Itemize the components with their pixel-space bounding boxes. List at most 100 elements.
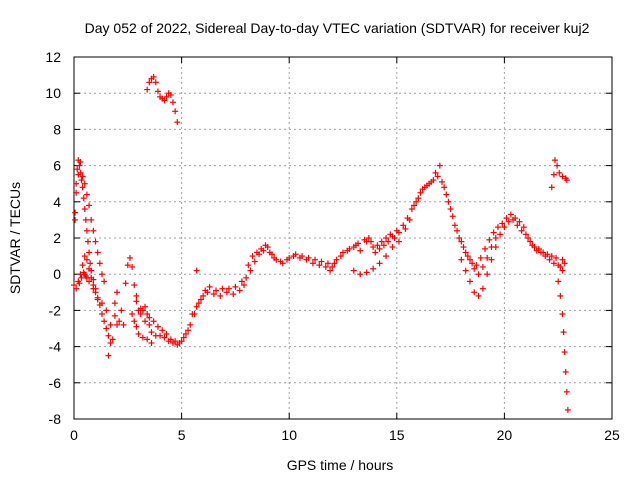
- data-point: [312, 256, 319, 263]
- data-point: [561, 349, 568, 356]
- data-point: [84, 238, 91, 245]
- data-point: [172, 338, 179, 345]
- data-point: [556, 169, 563, 176]
- data-point: [107, 321, 114, 328]
- data-point: [279, 260, 286, 267]
- data-point: [81, 180, 88, 187]
- data-point: [563, 177, 570, 184]
- data-point: [133, 298, 140, 305]
- data-point: [107, 339, 114, 346]
- data-point: [193, 303, 200, 310]
- data-point: [554, 162, 561, 169]
- data-point: [78, 177, 85, 184]
- data-point: [466, 256, 473, 263]
- data-point: [260, 247, 267, 254]
- y-tick-label: 0: [53, 266, 61, 282]
- data-point: [376, 260, 383, 267]
- x-tick-labels: 0 5 10 15 20 25: [70, 427, 620, 443]
- data-point: [560, 329, 567, 336]
- data-point: [238, 278, 245, 285]
- x-tick-label: 0: [70, 427, 78, 443]
- data-point: [559, 311, 566, 318]
- data-point: [154, 323, 161, 330]
- y-tick-label: -2: [49, 302, 62, 318]
- data-point: [79, 262, 86, 269]
- data-point: [223, 289, 230, 296]
- data-point: [501, 224, 508, 231]
- data-point: [331, 260, 338, 267]
- data-point: [516, 218, 523, 225]
- data-point: [322, 263, 329, 270]
- data-point: [126, 254, 133, 261]
- data-point: [445, 198, 452, 205]
- data-point: [187, 321, 194, 328]
- x-tick-label: 15: [389, 427, 405, 443]
- y-tick-label: 4: [53, 194, 61, 210]
- data-point: [122, 280, 129, 287]
- y-tick-label: -8: [49, 411, 62, 427]
- data-point: [73, 189, 80, 196]
- data-point: [105, 352, 112, 359]
- data-points: [71, 73, 571, 413]
- data-point: [357, 271, 364, 278]
- data-point: [305, 254, 312, 261]
- data-point: [137, 311, 144, 318]
- data-point: [333, 256, 340, 263]
- data-point: [494, 224, 501, 231]
- data-point: [82, 273, 89, 280]
- data-point: [176, 339, 183, 346]
- data-point: [464, 253, 471, 260]
- data-point: [393, 227, 400, 234]
- data-point: [337, 253, 344, 260]
- data-point: [486, 236, 493, 243]
- data-point: [286, 254, 293, 261]
- data-point: [81, 253, 88, 260]
- data-point: [350, 267, 357, 274]
- data-point: [389, 233, 396, 240]
- data-point: [458, 238, 465, 245]
- data-point: [74, 166, 81, 173]
- data-point: [133, 323, 140, 330]
- data-point: [340, 249, 346, 256]
- data-point: [98, 300, 105, 307]
- data-point: [436, 162, 443, 169]
- data-point: [83, 256, 90, 263]
- data-point: [146, 79, 153, 86]
- data-point: [72, 209, 79, 216]
- data-point: [329, 263, 336, 270]
- data-point: [408, 206, 415, 213]
- data-point: [120, 321, 127, 328]
- data-point: [471, 265, 478, 272]
- data-point: [365, 235, 372, 241]
- data-point: [86, 202, 93, 209]
- data-point: [189, 311, 196, 318]
- data-point: [492, 244, 499, 251]
- data-point: [376, 245, 383, 252]
- data-point: [135, 330, 142, 337]
- data-point: [309, 260, 316, 267]
- data-point: [217, 292, 224, 299]
- y-tick-label: 8: [53, 121, 61, 137]
- data-point: [114, 321, 121, 328]
- data-point: [159, 327, 166, 334]
- data-point: [116, 318, 123, 325]
- data-point: [142, 318, 149, 325]
- data-point: [86, 265, 93, 272]
- data-point: [142, 303, 149, 310]
- data-point: [213, 287, 220, 294]
- data-point: [428, 178, 435, 185]
- y-tick-label: -4: [49, 339, 62, 355]
- data-point: [492, 235, 499, 241]
- data-point: [292, 251, 299, 258]
- chart-title: Day 052 of 2022, Sidereal Day-to-day VTE…: [85, 20, 590, 36]
- data-point: [105, 332, 112, 339]
- data-point: [411, 202, 418, 209]
- data-point: [167, 336, 174, 343]
- data-point: [98, 271, 105, 278]
- data-point: [86, 249, 93, 256]
- data-point: [73, 180, 80, 187]
- data-point: [152, 79, 159, 86]
- y-tick-label: 12: [45, 49, 61, 65]
- data-point: [449, 213, 456, 220]
